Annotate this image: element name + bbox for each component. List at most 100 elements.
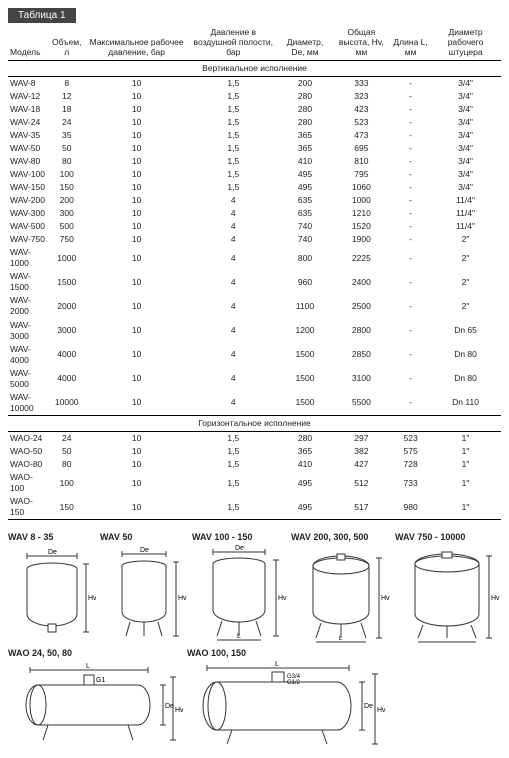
table-row: WAV-2002001046351000-11/4" <box>8 194 501 207</box>
cell-maxp: 10 <box>85 367 188 391</box>
header-row: Модель Объем, л Максимальное рабочее дав… <box>8 25 501 60</box>
col-air-pressure: Давление в воздушной полости, бар <box>188 25 278 60</box>
cell-maxp: 10 <box>85 458 188 471</box>
cell-model: WAV-2000 <box>8 294 48 318</box>
cell-de: 410 <box>278 155 331 168</box>
cell-de: 365 <box>278 129 331 142</box>
cell-maxp: 10 <box>85 270 188 294</box>
cell-volume: 1000 <box>48 246 85 270</box>
cell-airp: 1,5 <box>188 181 278 194</box>
cell-fit: 1" <box>430 458 501 471</box>
table-row: WAV-1818101,5280423-3/4" <box>8 103 501 116</box>
svg-text:Hv: Hv <box>377 707 386 714</box>
cell-fit: 11/4" <box>430 194 501 207</box>
cell-maxp: 10 <box>85 76 188 90</box>
cell-hv: 1210 <box>332 207 392 220</box>
cell-de: 635 <box>278 207 331 220</box>
cell-volume: 8 <box>48 76 85 90</box>
cell-airp: 1,5 <box>188 76 278 90</box>
cell-hv: 795 <box>332 168 392 181</box>
svg-text:L: L <box>86 663 90 670</box>
diagram-label: WAV 200, 300, 500 <box>291 532 368 542</box>
cell-de: 1200 <box>278 319 331 343</box>
table-row: WAV-5000400010415003100-Dn 80 <box>8 367 501 391</box>
cell-volume: 24 <box>48 116 85 129</box>
table-row: WAV-88101,5200333-3/4" <box>8 76 501 90</box>
cell-model: WAV-18 <box>8 103 48 116</box>
cell-airp: 4 <box>188 270 278 294</box>
cell-hv: 2225 <box>332 246 392 270</box>
cell-de: 1500 <box>278 391 331 416</box>
cell-model: WAV-100 <box>8 168 48 181</box>
cell-hv: 1060 <box>332 181 392 194</box>
cell-fit: 1" <box>430 431 501 445</box>
section-vertical: Вертикальное исполнение <box>8 60 501 76</box>
cell-model: WAV-1000 <box>8 246 48 270</box>
cell-maxp: 10 <box>85 343 188 367</box>
cell-l: - <box>391 343 430 367</box>
cell-airp: 4 <box>188 391 278 416</box>
cell-fit: Dn 80 <box>430 343 501 367</box>
diagram-label: WAV 50 <box>100 532 132 542</box>
cell-model: WAV-200 <box>8 194 48 207</box>
cell-de: 495 <box>278 471 331 495</box>
cell-l: - <box>391 294 430 318</box>
cell-hv: 523 <box>332 116 392 129</box>
cell-model: WAV-3000 <box>8 319 48 343</box>
dim-hv: Hv <box>88 595 96 602</box>
cell-hv: 512 <box>332 471 392 495</box>
cell-maxp: 10 <box>85 319 188 343</box>
cell-l: - <box>391 142 430 155</box>
diagram-label: WAV 8 - 35 <box>8 532 53 542</box>
cell-de: 740 <box>278 233 331 246</box>
cell-l: - <box>391 246 430 270</box>
col-volume: Объем, л <box>48 25 85 60</box>
cell-airp: 4 <box>188 194 278 207</box>
cell-model: WAV-8 <box>8 76 48 90</box>
cell-l: - <box>391 233 430 246</box>
svg-text:Hv: Hv <box>491 595 500 602</box>
cell-de: 495 <box>278 495 331 520</box>
cell-l: - <box>391 270 430 294</box>
cell-hv: 810 <box>332 155 392 168</box>
table-row: WAV-3000300010412002800-Dn 65 <box>8 319 501 343</box>
cell-fit: 3/4" <box>430 155 501 168</box>
cell-maxp: 10 <box>85 194 188 207</box>
diagram-wav-50: WAV 50 De Hv <box>100 532 188 644</box>
cell-airp: 1,5 <box>188 431 278 445</box>
cell-fit: 2" <box>430 270 501 294</box>
diagram-label: WAO 24, 50, 80 <box>8 648 72 658</box>
horizontal-body: WAO-2424101,52802975231"WAO-5050101,5365… <box>8 431 501 519</box>
cell-fit: 3/4" <box>430 103 501 116</box>
cell-maxp: 10 <box>85 103 188 116</box>
cell-airp: 1,5 <box>188 142 278 155</box>
cell-hv: 2400 <box>332 270 392 294</box>
cell-model: WAO-50 <box>8 445 48 458</box>
cell-l: 980 <box>391 495 430 520</box>
cell-fit: 1" <box>430 445 501 458</box>
table-row: WAO-2424101,52802975231" <box>8 431 501 445</box>
cell-fit: Dn 80 <box>430 367 501 391</box>
cell-fit: 1" <box>430 471 501 495</box>
cell-airp: 1,5 <box>188 103 278 116</box>
cell-l: 728 <box>391 458 430 471</box>
cell-volume: 500 <box>48 220 85 233</box>
cell-fit: 2" <box>430 294 501 318</box>
svg-text:De: De <box>140 547 149 554</box>
cell-model: WAV-300 <box>8 207 48 220</box>
cell-l: - <box>391 76 430 90</box>
svg-text:L: L <box>237 633 241 640</box>
cell-hv: 427 <box>332 458 392 471</box>
table-row: WAV-150150101,54951060-3/4" <box>8 181 501 194</box>
diagram-label: WAV 100 - 150 <box>192 532 252 542</box>
cell-hv: 333 <box>332 76 392 90</box>
cell-de: 1500 <box>278 343 331 367</box>
cell-hv: 5500 <box>332 391 392 416</box>
cell-maxp: 10 <box>85 431 188 445</box>
cell-hv: 517 <box>332 495 392 520</box>
cell-de: 960 <box>278 270 331 294</box>
table-row: WAV-150015001049602400-2" <box>8 270 501 294</box>
cell-de: 200 <box>278 76 331 90</box>
cell-de: 410 <box>278 458 331 471</box>
cell-de: 365 <box>278 445 331 458</box>
